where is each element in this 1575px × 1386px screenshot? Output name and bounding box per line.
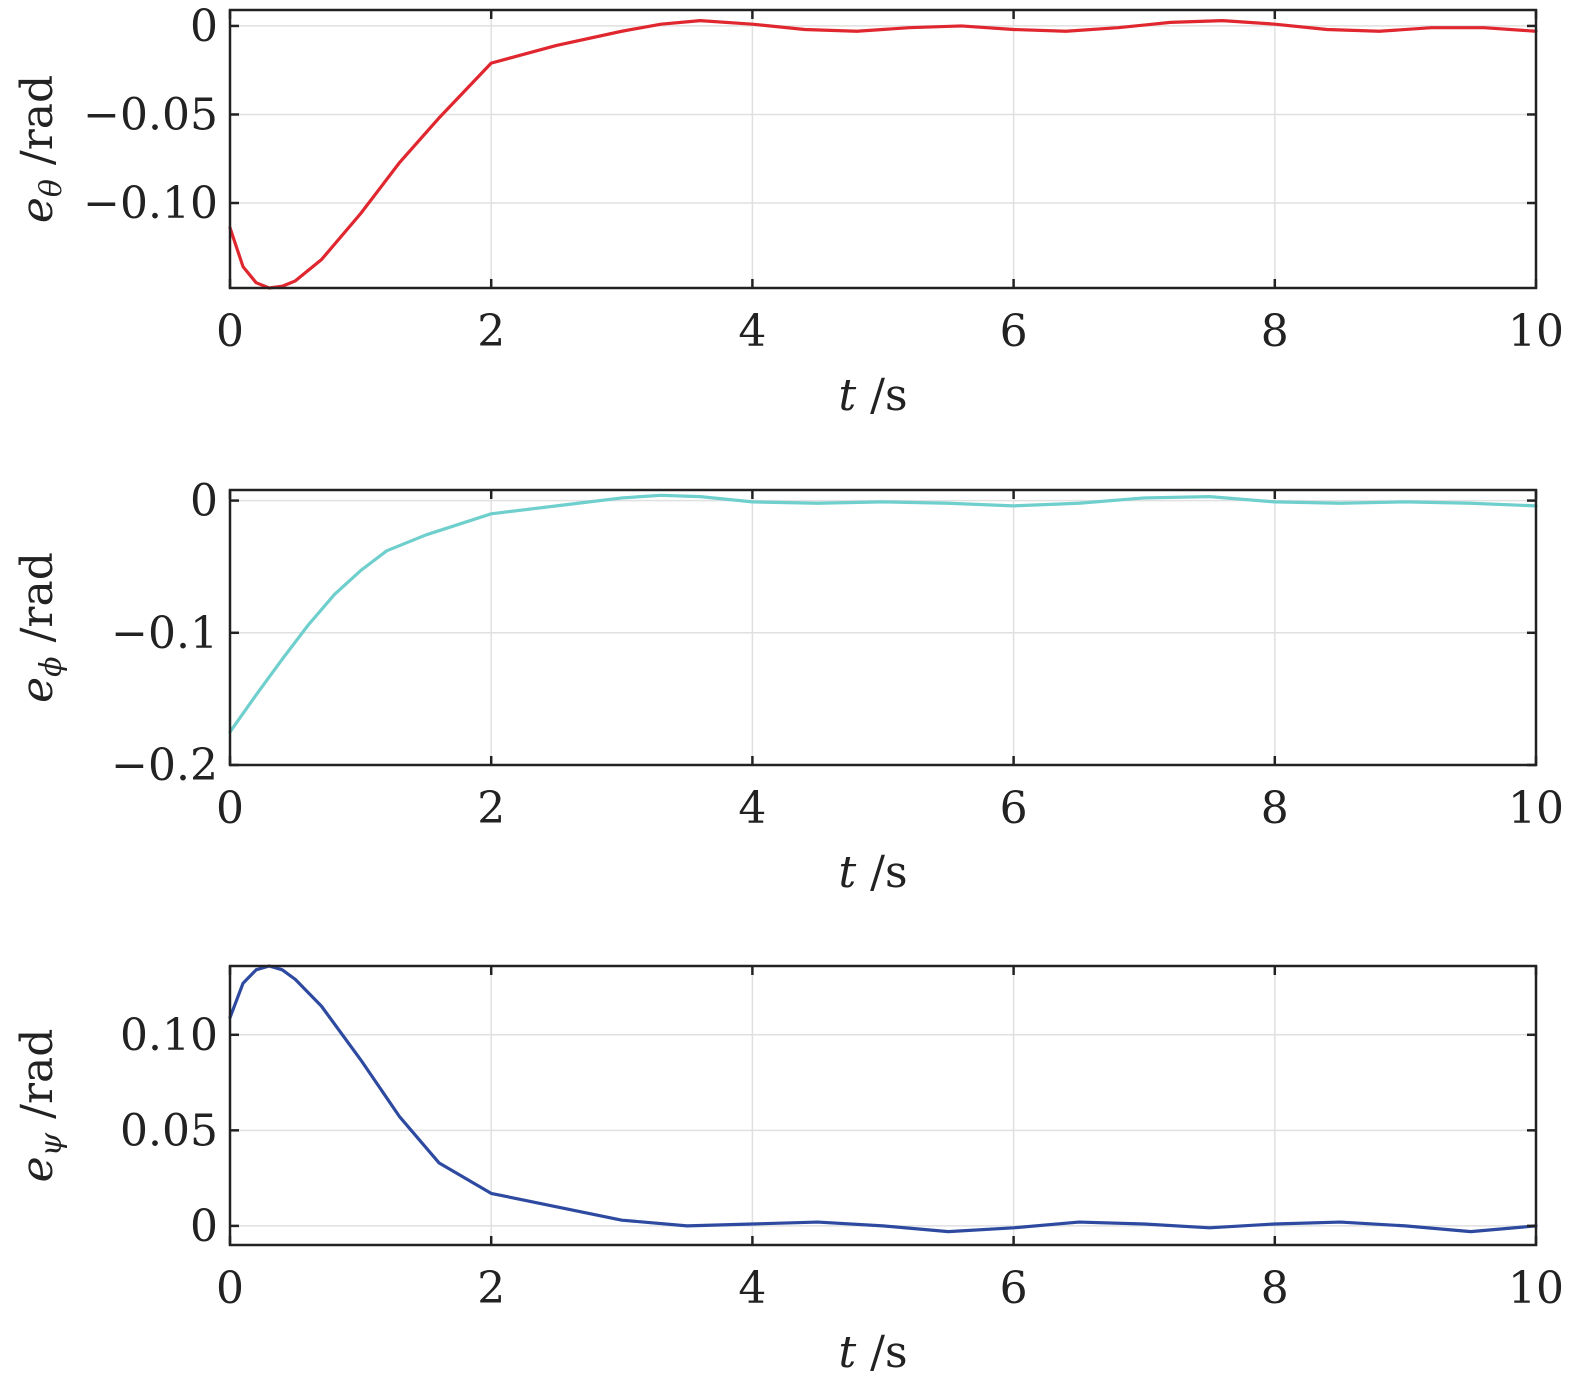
psi-y-tick-label: 0.10 <box>120 1010 218 1061</box>
psi-y-tick-label: 0.05 <box>120 1105 218 1156</box>
psi-y-axis-label: eψ /rad <box>12 1029 69 1183</box>
theta-x-tick-label: 2 <box>477 306 505 357</box>
theta-x-tick-label: 4 <box>738 306 766 357</box>
theta-x-tick-label: 10 <box>1508 306 1564 357</box>
theta-y-tick-label: −0.05 <box>83 89 218 140</box>
theta-error-line <box>228 19 1538 290</box>
psi-x-tick-label: 8 <box>1261 1263 1289 1314</box>
phi-y-tick-label: 0 <box>190 476 218 527</box>
phi-plot-frame <box>228 488 1538 767</box>
theta-x-tick-label: 6 <box>1000 306 1028 357</box>
phi-y-tick-label: −0.1 <box>111 608 218 659</box>
theta-y-axis-label: eθ /rad <box>12 75 69 223</box>
phi-x-tick-label: 6 <box>1000 783 1028 834</box>
theta-x-tick-label: 8 <box>1261 306 1289 357</box>
psi-x-tick-label: 6 <box>1000 1263 1028 1314</box>
psi-plot-frame <box>228 964 1538 1247</box>
phi-y-tick-label: −0.2 <box>111 740 218 791</box>
theta-x-tick-label: 0 <box>216 306 244 357</box>
psi-error-panel: 0 2 4 6 8 10 0 0.05 0.10 t /s eψ /rad <box>12 964 1564 1378</box>
phi-x-tick-label: 2 <box>477 783 505 834</box>
phi-x-tick-label: 10 <box>1508 783 1564 834</box>
psi-x-axis-label: t /s <box>838 1327 907 1378</box>
theta-y-tick-label: −0.10 <box>83 178 218 229</box>
phi-x-axis-label: t /s <box>838 847 907 898</box>
theta-error-panel: 0 2 4 6 8 10 0 −0.05 −0.10 t /s eθ /rad <box>12 1 1564 421</box>
theta-y-tick-label: 0 <box>190 1 218 52</box>
theta-x-axis-label: t /s <box>838 370 907 421</box>
psi-error-line <box>228 964 1538 1234</box>
theta-plot-frame <box>228 8 1538 290</box>
psi-y-tick-label: 0 <box>190 1201 218 1252</box>
phi-x-tick-label: 8 <box>1261 783 1289 834</box>
phi-x-tick-label: 0 <box>216 783 244 834</box>
psi-x-tick-label: 10 <box>1508 1263 1564 1314</box>
psi-x-tick-label: 4 <box>738 1263 766 1314</box>
phi-error-line <box>228 493 1538 734</box>
psi-x-tick-label: 2 <box>477 1263 505 1314</box>
psi-x-tick-label: 0 <box>216 1263 244 1314</box>
phi-y-axis-label: eϕ /rad <box>12 552 69 703</box>
phi-x-tick-label: 4 <box>738 783 766 834</box>
phi-error-panel: 0 2 4 6 8 10 0 −0.1 −0.2 t /s eϕ /rad <box>12 476 1564 898</box>
